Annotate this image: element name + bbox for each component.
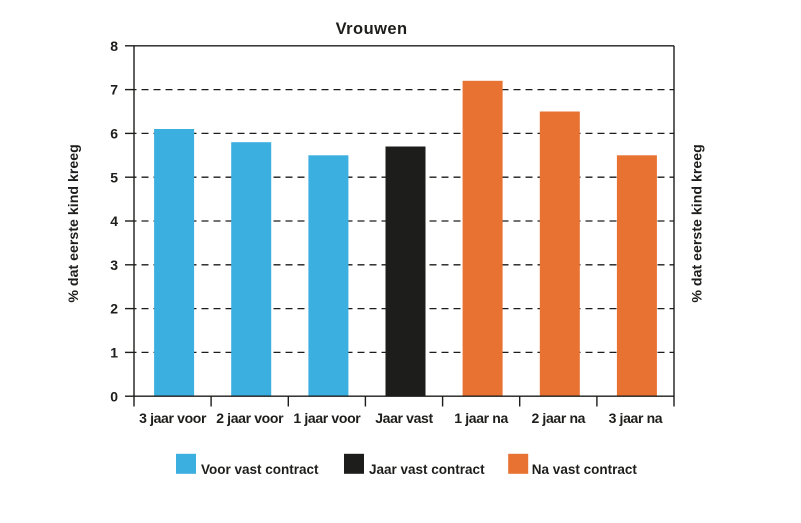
svg-text:Vrouwen: Vrouwen xyxy=(336,20,408,38)
svg-text:Jaar vast contract: Jaar vast contract xyxy=(369,462,485,477)
svg-text:2 jaar voor: 2 jaar voor xyxy=(216,410,284,426)
svg-text:0: 0 xyxy=(110,388,118,404)
svg-text:1 jaar voor: 1 jaar voor xyxy=(293,410,361,426)
svg-text:Na vast contract: Na vast contract xyxy=(532,462,638,477)
svg-text:Voor vast contract: Voor vast contract xyxy=(201,462,319,477)
svg-text:3 jaar voor: 3 jaar voor xyxy=(139,410,207,426)
svg-text:6: 6 xyxy=(110,126,118,142)
svg-text:4: 4 xyxy=(110,213,118,229)
svg-text:3 jaar na: 3 jaar na xyxy=(609,410,663,426)
svg-text:3: 3 xyxy=(110,257,118,273)
svg-text:8: 8 xyxy=(110,38,118,54)
svg-text:7: 7 xyxy=(110,82,118,98)
svg-text:% dat eerste kind kreeg: % dat eerste kind kreeg xyxy=(66,144,82,303)
svg-text:% dat eerste kind kreeg: % dat eerste kind kreeg xyxy=(690,144,706,303)
svg-text:2 jaar na: 2 jaar na xyxy=(531,410,585,426)
svg-text:1 jaar na: 1 jaar na xyxy=(454,410,508,426)
svg-text:Jaar vast: Jaar vast xyxy=(375,410,433,426)
svg-text:2: 2 xyxy=(110,301,118,317)
svg-text:1: 1 xyxy=(110,345,118,361)
svg-text:5: 5 xyxy=(110,169,118,185)
